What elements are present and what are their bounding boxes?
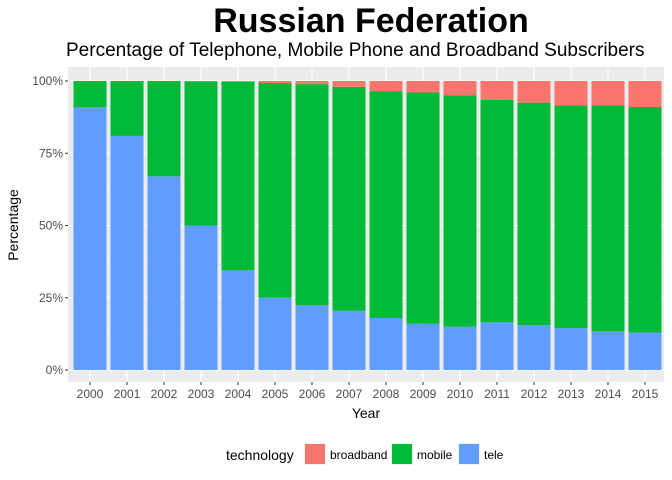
- bar-broadband-2005: [258, 81, 292, 84]
- bar-tele-2013: [554, 328, 588, 370]
- legend-label-tele: tele: [484, 448, 504, 462]
- chart-title: Russian Federation: [213, 2, 529, 40]
- bar-mobile-2011: [480, 99, 514, 323]
- x-tick-label: 2005: [262, 387, 289, 401]
- bar-mobile-2007: [332, 86, 366, 311]
- bar-broadband-2009: [406, 81, 440, 93]
- y-axis-ticks: 0% 25% 50% 75% 100%: [32, 74, 68, 377]
- x-axis-title: Year: [352, 405, 381, 421]
- x-tick-label: 2011: [484, 387, 510, 401]
- bar-mobile-2009: [406, 92, 440, 324]
- x-tick-label: 2014: [595, 387, 622, 401]
- x-tick-label: 2007: [336, 387, 363, 401]
- bar-broadband-2013: [554, 81, 588, 106]
- bar-broadband-2006: [295, 81, 329, 85]
- legend-key-mobile: [392, 444, 412, 464]
- y-axis-title: Percentage: [5, 189, 21, 261]
- bar-mobile-2003: [184, 81, 218, 226]
- bar-mobile-2000: [73, 81, 107, 108]
- bar-tele-2000: [73, 107, 107, 370]
- bar-mobile-2013: [554, 105, 588, 329]
- x-tick-label: 2004: [225, 387, 252, 401]
- x-tick-label: 2000: [77, 387, 104, 401]
- bar-tele-2011: [480, 322, 514, 370]
- bar-mobile-2004: [221, 81, 255, 271]
- x-tick-label: 2002: [151, 387, 178, 401]
- bar-tele-2009: [406, 323, 440, 370]
- x-axis-ticks: 2000 2001 2002 2003 2004 2005 2006 2007 2008 2009…: [77, 382, 659, 401]
- bar-tele-2008: [369, 317, 403, 370]
- bar-mobile-2010: [443, 95, 477, 327]
- bar-mobile-2001: [110, 81, 144, 136]
- x-tick-label: 2009: [410, 387, 437, 401]
- bar-broadband-2015: [628, 81, 662, 108]
- y-tick-label: 75%: [39, 146, 63, 160]
- bar-tele-2012: [517, 325, 551, 370]
- bar-broadband-2004: [221, 81, 255, 82]
- y-tick-label: 25%: [39, 291, 63, 305]
- bar-tele-2005: [258, 297, 292, 370]
- x-tick-label: 2006: [299, 387, 326, 401]
- legend-key-broadband: [305, 444, 325, 464]
- bar-tele-2007: [332, 310, 366, 370]
- legend-label-broadband: broadband: [330, 448, 387, 462]
- legend-key-tele: [459, 444, 479, 464]
- bar-tele-2010: [443, 326, 477, 370]
- y-tick-label: 100%: [32, 74, 63, 88]
- x-tick-label: 2008: [373, 387, 400, 401]
- bar-tele-2006: [295, 304, 329, 370]
- bar-broadband-2011: [480, 81, 514, 100]
- bar-mobile-2012: [517, 102, 551, 326]
- bar-tele-2015: [628, 332, 662, 370]
- bar-mobile-2005: [258, 83, 292, 298]
- x-tick-label: 2015: [632, 387, 659, 401]
- y-tick-label: 0%: [46, 363, 64, 377]
- y-tick-label: 50%: [39, 219, 63, 233]
- bar-broadband-2008: [369, 81, 403, 92]
- x-tick-label: 2012: [521, 387, 548, 401]
- bar-mobile-2015: [628, 107, 662, 333]
- bar-tele-2004: [221, 270, 255, 370]
- x-tick-label: 2003: [188, 387, 215, 401]
- bar-broadband-2012: [517, 81, 551, 103]
- bar-mobile-2008: [369, 91, 403, 318]
- x-tick-label: 2001: [114, 387, 141, 401]
- bar-tele-2014: [591, 330, 625, 370]
- x-tick-label: 2010: [447, 387, 474, 401]
- x-tick-label: 2013: [558, 387, 585, 401]
- bar-tele-2002: [147, 176, 181, 370]
- bar-mobile-2014: [591, 105, 625, 331]
- bar-broadband-2014: [591, 81, 625, 106]
- bar-broadband-2003: [184, 81, 218, 82]
- bar-tele-2003: [184, 225, 218, 370]
- legend-label-mobile: mobile: [417, 448, 453, 462]
- bar-mobile-2002: [147, 81, 181, 177]
- chart-subtitle: Percentage of Telephone, Mobile Phone an…: [66, 40, 645, 61]
- bar-tele-2001: [110, 135, 144, 370]
- bars: [73, 81, 662, 370]
- bar-mobile-2006: [295, 84, 329, 305]
- legend-title: technology: [226, 447, 294, 463]
- legend: technology broadband mobile tele: [226, 443, 504, 465]
- bar-broadband-2010: [443, 81, 477, 96]
- bar-broadband-2007: [332, 81, 366, 87]
